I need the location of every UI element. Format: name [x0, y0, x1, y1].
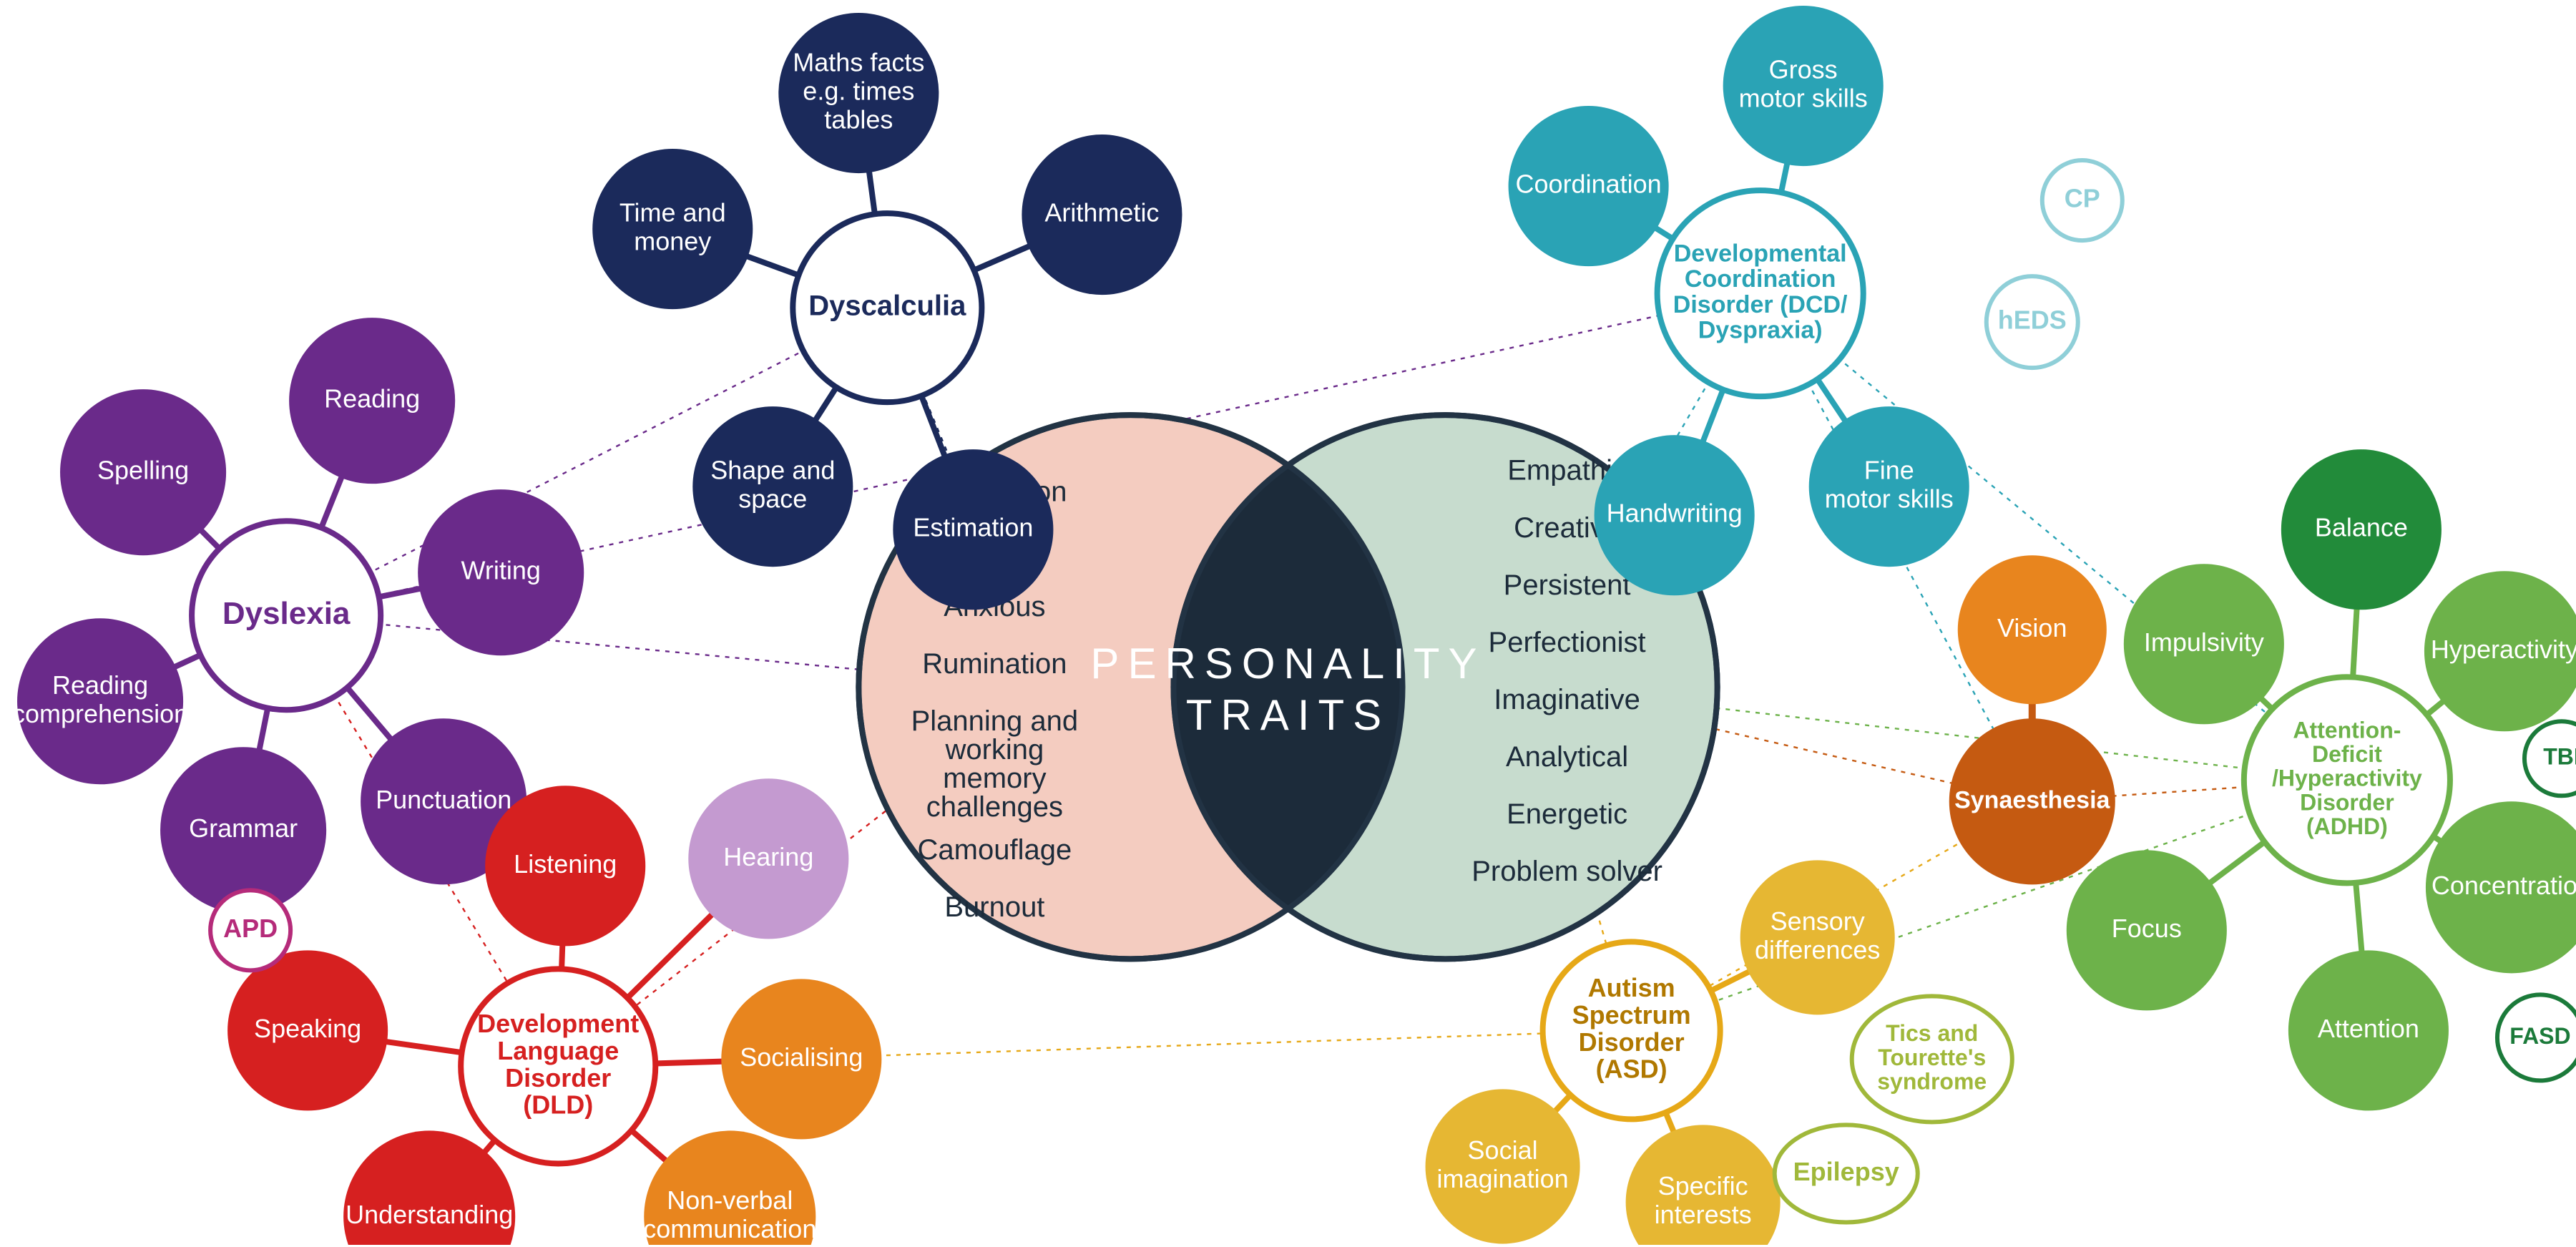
label-dcd-child: Handwriting [1607, 499, 1743, 528]
trait-left: memory [943, 763, 1046, 794]
svg-text:TRAITS: TRAITS [1186, 691, 1390, 739]
svg-text:APD: APD [223, 914, 278, 943]
label-dyscalculia-child: Estimation [913, 513, 1033, 542]
extra-tbi: TBI [2524, 721, 2576, 796]
extra-heds: hEDS [1987, 276, 2078, 368]
hub-label-dcd: Dyspraxia) [1698, 317, 1823, 344]
label-asd-child: Sensory [1771, 906, 1865, 936]
extra-tics-and-tourette-s-syndrome: Tics andTourette'ssyndrome [1852, 996, 2012, 1122]
hub-label-dcd: Disorder (DCD/ [1673, 291, 1848, 318]
hub-label-asd: Disorder [1579, 1027, 1685, 1057]
cluster-synaesthesia: Vision Synaesthesia [1949, 555, 2115, 884]
label-adhd-child: Hyperactivity [2431, 635, 2576, 664]
label-dyscalculia-child: Arithmetic [1044, 198, 1159, 228]
svg-text:Epilepsy: Epilepsy [1793, 1157, 1899, 1186]
label-synaesthesia-child: Vision [1997, 613, 2067, 642]
label-dyslexia-child: Reading [52, 670, 148, 700]
hub-label-dld: Language [497, 1036, 619, 1065]
label-dld-child: Hearing [723, 842, 813, 871]
label-dyslexia-child: Punctuation [376, 785, 511, 814]
label-dyscalculia-child: Time and [619, 198, 726, 228]
label-dld-child: Speaking [254, 1014, 361, 1043]
label-adhd-child: Concentration [2431, 871, 2576, 900]
trait-left: Camouflage [918, 834, 1072, 866]
hub-label-synaesthesia: Synaesthesia [1954, 786, 2110, 813]
svg-text:FASD: FASD [2509, 1023, 2570, 1049]
trait-right: Imaginative [1494, 684, 1640, 715]
svg-text:TBI: TBI [2543, 744, 2576, 770]
trait-right: Energetic [1507, 798, 1627, 830]
trait-left: challenges [926, 791, 1063, 823]
neurodiversity-diagram: PERSONALITYTRAITSDepressionFatigueAnxiou… [0, 0, 2576, 1245]
label-dcd-child: motor skills [1739, 84, 1868, 113]
label-dcd-child: motor skills [1825, 484, 1954, 514]
hub-label-dyscalculia: Dyscalculia [808, 290, 966, 322]
hub-label-dyslexia: Dyslexia [222, 596, 351, 631]
hub-label-dld: Development [477, 1009, 639, 1038]
hub-label-asd: Autism [1588, 973, 1675, 1002]
svg-text:Tics and: Tics and [1886, 1020, 1978, 1046]
label-asd-child: Specific [1658, 1171, 1748, 1200]
label-asd-child: differences [1755, 935, 1880, 964]
venn-title: PERSONALITY [1090, 640, 1485, 688]
label-dyslexia-child: Reading [324, 384, 420, 414]
label-dyscalculia-child: tables [824, 105, 893, 135]
label-dld-child: Understanding [346, 1200, 513, 1229]
trait-left: Planning and [911, 705, 1079, 737]
label-adhd-child: Attention [2318, 1014, 2419, 1043]
label-dcd-child: Gross [1769, 55, 1838, 84]
hub-label-adhd: Attention- [2293, 718, 2401, 743]
extra-cp: CP [2042, 160, 2122, 240]
trait-left: Rumination [922, 648, 1067, 680]
label-dyscalculia-child: money [634, 227, 711, 256]
hub-label-asd: Spectrum [1572, 1000, 1691, 1030]
label-adhd-child: Focus [2112, 914, 2182, 943]
svg-text:CP: CP [2065, 184, 2100, 213]
label-dld-child: Listening [514, 849, 617, 879]
trait-right: Persistent [1504, 569, 1631, 601]
hub-label-dld: Disorder [505, 1063, 611, 1092]
label-dyscalculia-child: space [738, 484, 807, 514]
extra-epilepsy: Epilepsy [1775, 1125, 1918, 1222]
hub-label-dcd: Developmental [1674, 240, 1847, 268]
label-asd-child: interests [1655, 1200, 1752, 1229]
label-dld-child: communication [643, 1214, 816, 1243]
extra-fasd: FASD [2497, 994, 2576, 1080]
label-dld-child: Non-verbal [667, 1185, 793, 1215]
label-dcd-child: Coordination [1516, 170, 1662, 199]
svg-text:hEDS: hEDS [1998, 305, 2067, 335]
label-dyslexia-child: Writing [461, 556, 541, 585]
label-adhd-child: Balance [2315, 513, 2408, 542]
label-dyscalculia-child: Maths facts [793, 48, 924, 77]
hub-label-dcd: Coordination [1685, 265, 1836, 293]
trait-left: Burnout [944, 891, 1044, 923]
trait-right: Analytical [1506, 741, 1628, 773]
label-dcd-child: Fine [1864, 456, 1914, 485]
label-dyscalculia-child: e.g. times [803, 77, 914, 106]
label-dyslexia-child: comprehension [12, 699, 188, 728]
hub-label-asd: (ASD) [1596, 1055, 1667, 1084]
svg-text:syndrome: syndrome [1877, 1068, 1987, 1094]
cluster-dld: Listening Speaking Understanding Hearing Soc… [227, 778, 881, 1245]
hub-label-adhd: (ADHD) [2306, 813, 2388, 839]
hub-label-adhd: Deficit [2312, 741, 2382, 767]
extra-apd: APD [210, 890, 290, 970]
label-asd-child: imagination [1437, 1164, 1569, 1193]
cluster-adhd: Balance Hyperactivity Concentration Attenti… [2067, 449, 2576, 1110]
label-dld-child: Socialising [740, 1042, 863, 1072]
label-adhd-child: Impulsivity [2144, 627, 2264, 657]
label-asd-child: Social [1468, 1135, 1538, 1165]
hub-label-adhd: Disorder [2300, 789, 2394, 815]
trait-right: Problem solver [1471, 856, 1662, 887]
hub-label-adhd: /Hyperactivity [2272, 766, 2422, 791]
svg-text:Tourette's: Tourette's [1878, 1045, 1986, 1070]
label-dyslexia-child: Grammar [189, 813, 298, 843]
label-dyscalculia-child: Shape and [710, 456, 835, 485]
trait-left: working [944, 734, 1044, 766]
hub-label-dld: (DLD) [523, 1090, 593, 1120]
trait-right: Perfectionist [1489, 627, 1646, 658]
label-dyslexia-child: Spelling [97, 456, 189, 485]
